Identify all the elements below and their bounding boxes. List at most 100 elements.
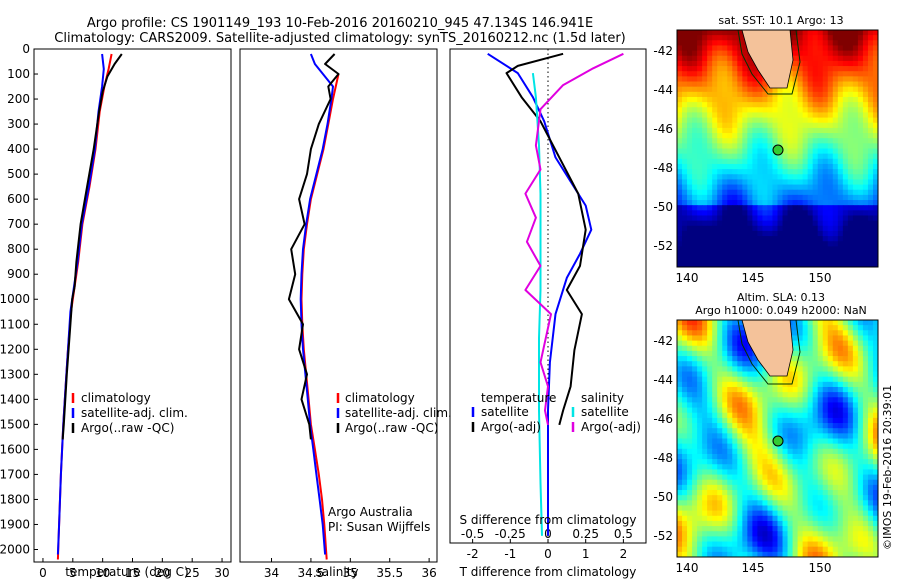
heatmap-cell bbox=[692, 236, 698, 242]
heatmap-cell bbox=[812, 133, 819, 139]
heatmap-cell bbox=[682, 225, 688, 232]
heatmap-cell bbox=[772, 256, 779, 263]
heatmap-cell bbox=[847, 412, 854, 419]
heatmap-cell bbox=[822, 210, 829, 216]
heatmap-cell bbox=[857, 205, 864, 211]
heatmap-cell bbox=[722, 350, 728, 357]
heatmap-cell bbox=[817, 510, 824, 517]
heatmap-cell bbox=[807, 179, 814, 186]
heatmap-cell bbox=[702, 86, 708, 93]
heatmap-cell bbox=[677, 76, 683, 83]
heatmap-cell bbox=[857, 127, 864, 134]
longitude-label: 150 bbox=[809, 561, 832, 575]
heatmap-cell bbox=[757, 453, 763, 460]
heatmap-cell bbox=[857, 412, 864, 419]
heatmap-cell bbox=[727, 531, 733, 537]
heatmap-cell bbox=[772, 91, 779, 98]
heatmap-cell bbox=[842, 153, 849, 160]
heatmap-cell bbox=[697, 443, 703, 450]
heatmap-cell bbox=[852, 386, 859, 393]
heatmap-cell bbox=[822, 433, 829, 439]
heatmap-cell bbox=[712, 541, 718, 548]
heatmap-cell bbox=[677, 96, 683, 103]
heatmap-cell bbox=[727, 325, 733, 331]
heatmap-cell bbox=[687, 371, 693, 378]
heatmap-cell bbox=[817, 76, 824, 83]
heatmap-cell bbox=[822, 325, 829, 331]
heatmap-cell bbox=[817, 490, 824, 496]
heatmap-cell bbox=[717, 541, 723, 548]
heatmap-cell bbox=[807, 225, 814, 232]
heatmap-cell bbox=[732, 320, 738, 326]
heatmap-cell bbox=[822, 536, 829, 543]
heatmap-cell bbox=[712, 86, 718, 93]
heatmap-cell bbox=[692, 200, 698, 206]
heatmap-cell bbox=[722, 510, 728, 517]
heatmap-cell bbox=[867, 402, 874, 409]
heatmap-cell bbox=[707, 490, 713, 496]
heatmap-cell bbox=[852, 392, 859, 398]
heatmap-cell bbox=[697, 510, 703, 517]
heatmap-cell bbox=[692, 340, 698, 347]
heatmap-cell bbox=[817, 112, 824, 119]
heatmap-cell bbox=[737, 71, 743, 77]
heatmap-cell bbox=[787, 179, 794, 186]
tasmania-landmass bbox=[741, 29, 794, 89]
heatmap-cell bbox=[867, 366, 874, 373]
heatmap-cell bbox=[772, 428, 779, 434]
heatmap-cell bbox=[862, 91, 869, 98]
heatmap-cell bbox=[697, 412, 703, 419]
heatmap-cell bbox=[842, 91, 849, 98]
heatmap-cell bbox=[762, 541, 768, 548]
heatmap-cell bbox=[792, 184, 799, 191]
heatmap-cell bbox=[682, 60, 688, 67]
heatmap-cell bbox=[867, 453, 874, 460]
heatmap-cell bbox=[872, 66, 879, 72]
heatmap-cell bbox=[687, 515, 693, 522]
heatmap-cell bbox=[787, 158, 794, 165]
heatmap-cell bbox=[697, 122, 703, 129]
heatmap-cell bbox=[727, 350, 733, 357]
heatmap-cell bbox=[757, 225, 763, 232]
heatmap-cell bbox=[722, 386, 728, 393]
heatmap-cell bbox=[677, 81, 683, 88]
heatmap-cell bbox=[752, 515, 758, 522]
heatmap-cell bbox=[802, 66, 809, 72]
heatmap-cell bbox=[782, 386, 789, 393]
heatmap-cell bbox=[827, 251, 834, 258]
heatmap-cell bbox=[757, 428, 763, 434]
heatmap-cell bbox=[837, 163, 844, 170]
heatmap-cell bbox=[822, 215, 829, 222]
heatmap-cell bbox=[847, 325, 854, 331]
heatmap-cell bbox=[777, 479, 784, 486]
heatmap-cell bbox=[827, 325, 834, 331]
heatmap-cell bbox=[822, 194, 829, 201]
latitude-label: -52 bbox=[653, 239, 673, 253]
heatmap-cell bbox=[787, 479, 794, 486]
heatmap-cell bbox=[752, 474, 758, 481]
heatmap-cell bbox=[732, 345, 738, 352]
heatmap-cell bbox=[787, 520, 794, 527]
heatmap-cell bbox=[847, 361, 854, 367]
heatmap-cell bbox=[822, 428, 829, 434]
heatmap-cell bbox=[697, 35, 703, 41]
heatmap-cell bbox=[797, 350, 804, 357]
heatmap-cell bbox=[752, 81, 758, 88]
heatmap-cell bbox=[777, 246, 784, 253]
heatmap-cell bbox=[872, 531, 879, 537]
heatmap-cell bbox=[837, 210, 844, 216]
heatmap-cell bbox=[682, 376, 688, 383]
heatmap-cell bbox=[712, 536, 718, 543]
heatmap-cell bbox=[722, 117, 728, 124]
heatmap-cell bbox=[872, 40, 879, 46]
heatmap-cell bbox=[792, 241, 799, 247]
heatmap-cell bbox=[727, 133, 733, 139]
heatmap-cell bbox=[847, 40, 854, 46]
heatmap-cell bbox=[772, 433, 779, 439]
heatmap-cell bbox=[702, 153, 708, 160]
heatmap-cell bbox=[827, 107, 834, 113]
heatmap-cell bbox=[847, 541, 854, 548]
heatmap-cell bbox=[707, 546, 713, 553]
heatmap-cell bbox=[682, 45, 688, 52]
heatmap-cell bbox=[767, 215, 773, 222]
